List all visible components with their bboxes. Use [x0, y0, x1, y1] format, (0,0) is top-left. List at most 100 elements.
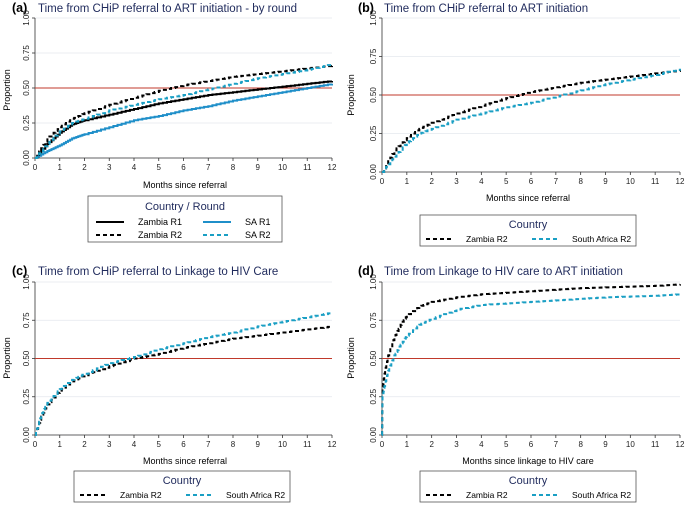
panel-a-plot: 0.000.250.500.751.000 1 2 3 4 5 6 7 8 9 10 11 12: [22, 10, 337, 172]
x-tick-label: 6: [529, 177, 534, 186]
panel-b-letter: (b): [358, 1, 374, 15]
panel-d-ylabel: Proportion: [346, 337, 356, 379]
y-tick-label: 0.75: [22, 312, 31, 328]
x-tick-label: 3: [107, 440, 112, 449]
x-tick-label: 10: [626, 177, 635, 186]
series-line-zambia-r2: [382, 69, 681, 173]
x-tick-label: 3: [107, 163, 112, 172]
panel-a-letter: (a): [12, 1, 27, 15]
panel-d-plot: 0.000.250.500.751.000 1 2 3 4 5 6 7 8 9 10 11 12: [369, 274, 685, 449]
panel-c-plot: 0.000.250.500.751.000 1 2 3 4 5 6 7 8 9 10 11 12: [22, 274, 337, 449]
panel-c-ylabel: Proportion: [2, 337, 12, 379]
panel-d-legend-title: Country: [509, 475, 548, 487]
panel-d-legend-box: [419, 470, 637, 503]
panel-d-letter: (d): [358, 264, 374, 278]
panel-b-legend: Country Zambia R2 South Africa R2: [419, 214, 637, 247]
x-tick-label: 7: [206, 163, 211, 172]
panel-c-legend: Country Zambia R2 South Africa R2: [73, 470, 291, 503]
y-tick-label: 0.25: [369, 125, 378, 141]
legend-label-south-africa-r2: South Africa R2: [572, 490, 631, 500]
x-tick-label: 3: [454, 440, 459, 449]
panel-d-legend: Country Zambia R2 South Africa R2: [419, 470, 637, 503]
y-tick-label: 0.25: [369, 388, 378, 404]
x-tick-label: 1: [58, 440, 63, 449]
legend-label-south-africa-r2: South Africa R2: [572, 234, 631, 244]
x-tick-label: 12: [328, 163, 337, 172]
y-tick-label: 0.50: [22, 80, 31, 96]
panel-c-letter: (c): [12, 264, 27, 278]
panel-c-xlabel: Months since referral: [143, 456, 227, 466]
x-tick-label: 3: [454, 177, 459, 186]
x-tick-label: 7: [554, 177, 559, 186]
legend-label-zambia-r2: Zambia R2: [466, 490, 508, 500]
series-line-zambia-r2: [35, 65, 333, 159]
y-tick-label: 0.50: [369, 87, 378, 103]
x-tick-label: 7: [206, 440, 211, 449]
series-line-south-africa-r2: [35, 312, 333, 436]
panel-d-title: Time from Linkage to HIV care to ART ini…: [384, 266, 623, 278]
x-tick-label: 8: [231, 163, 236, 172]
legend-label-zambia-r2: Zambia R2: [138, 230, 182, 240]
series-line-sa-r2: [35, 64, 333, 159]
y-tick-label: 0.00: [22, 150, 31, 166]
x-tick-label: 2: [429, 440, 434, 449]
y-tick-label: 1.00: [22, 10, 31, 26]
x-tick-label: 0: [380, 440, 385, 449]
x-tick-label: 9: [256, 163, 261, 172]
x-tick-label: 5: [157, 440, 162, 449]
x-tick-label: 4: [479, 177, 484, 186]
y-tick-label: 0.25: [22, 115, 31, 131]
x-tick-label: 0: [33, 163, 38, 172]
x-tick-label: 12: [328, 440, 337, 449]
x-tick-label: 2: [82, 440, 87, 449]
legend-label-sa-r2: SA R2: [245, 230, 271, 240]
x-tick-label: 12: [676, 440, 685, 449]
panel-b-plot: 0.000.250.500.751.000 1 2 3 4 5 6 7 8 9 10 11 12: [369, 10, 685, 186]
x-tick-label: 10: [278, 440, 287, 449]
x-tick-label: 8: [578, 177, 583, 186]
panel-a-legend: Country / Round Zambia R1 SA R1 Zambia R…: [87, 195, 283, 243]
x-tick-label: 2: [82, 163, 87, 172]
y-tick-label: 1.00: [369, 274, 378, 290]
y-tick-label: 0.25: [22, 388, 31, 404]
x-tick-label: 0: [380, 177, 385, 186]
panel-a-title: Time from CHiP referral to ART initiatio…: [38, 3, 297, 15]
x-tick-label: 10: [626, 440, 635, 449]
legend-label-south-africa-r2: South Africa R2: [226, 490, 285, 500]
x-tick-label: 5: [504, 177, 509, 186]
panel-b-xlabel: Months since referral: [486, 193, 570, 203]
x-tick-label: 1: [405, 440, 410, 449]
x-tick-label: 8: [578, 440, 583, 449]
x-tick-label: 7: [554, 440, 559, 449]
panel-b-legend-title: Country: [509, 219, 548, 231]
x-tick-label: 11: [651, 177, 660, 186]
y-tick-label: 0.75: [369, 48, 378, 64]
y-tick-label: 0.00: [22, 427, 31, 443]
x-tick-label: 11: [651, 440, 660, 449]
x-tick-label: 4: [132, 163, 137, 172]
x-tick-label: 6: [181, 440, 186, 449]
panel-a-ylabel: Proportion: [2, 69, 12, 111]
legend-label-zambia-r2: Zambia R2: [466, 234, 508, 244]
panel-c-title: Time from CHiP referral to Linkage to HI…: [38, 266, 278, 278]
series-line-south-africa-r2: [382, 68, 681, 173]
x-tick-label: 12: [676, 177, 685, 186]
panel-c-legend-title: Country: [163, 475, 202, 487]
panel-b-legend-box: [419, 214, 637, 247]
x-tick-label: 9: [603, 440, 608, 449]
x-tick-label: 11: [303, 440, 312, 449]
series-line-zambia-r2: [381, 283, 681, 436]
series-line-sa-r1: [35, 83, 333, 159]
y-tick-label: 1.00: [369, 10, 378, 26]
y-tick-label: 0.75: [369, 312, 378, 328]
y-tick-label: 0.00: [369, 164, 378, 180]
legend-label-zambia-r2: Zambia R2: [120, 490, 162, 500]
x-tick-label: 10: [278, 163, 287, 172]
x-tick-label: 1: [405, 177, 410, 186]
x-tick-label: 2: [429, 177, 434, 186]
legend-label-sa-r1: SA R1: [245, 217, 271, 227]
panel-c-legend-box: [73, 470, 291, 503]
y-tick-label: 0.75: [22, 45, 31, 61]
series-line-south-africa-r2: [381, 293, 681, 436]
